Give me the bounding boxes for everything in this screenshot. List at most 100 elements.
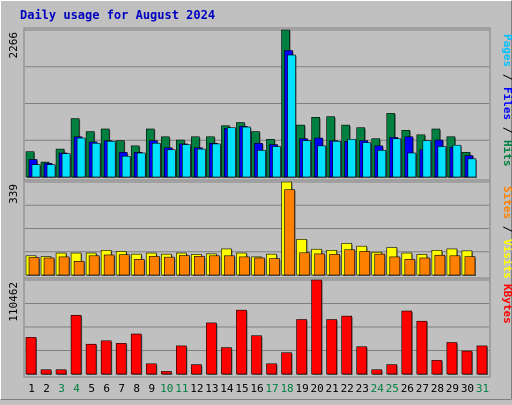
x-tick-label-7: 7 xyxy=(118,382,125,395)
bar-kbytes-kbytes-5 xyxy=(85,343,97,375)
x-tick-label-22: 22 xyxy=(341,382,354,395)
bar-hits-pages-1 xyxy=(31,164,41,178)
bar-visits-sites-29 xyxy=(449,255,461,276)
bar-visits-sites-30 xyxy=(464,256,476,276)
bar-hits-pages-11 xyxy=(182,144,191,178)
bar-visits-sites-9 xyxy=(148,256,160,276)
bar-hits-pages-5 xyxy=(91,142,101,178)
bar-kbytes-kbytes-7 xyxy=(115,343,127,375)
bar-hits-pages-22 xyxy=(347,139,356,178)
panel-visits-max-label: 339 xyxy=(7,184,20,204)
bar-hits-pages-2 xyxy=(46,164,56,178)
bar-visits-sites-16 xyxy=(254,257,265,276)
bar-kbytes-kbytes-16 xyxy=(251,335,262,375)
x-tick-label-5: 5 xyxy=(88,382,95,395)
panel-hits-max-label: 2266 xyxy=(7,32,20,59)
bar-hits-pages-6 xyxy=(106,141,116,178)
bar-hits-pages-26 xyxy=(407,152,417,178)
bar-hits-pages-7 xyxy=(121,155,131,178)
bar-visits-sites-2 xyxy=(43,257,55,276)
x-tick-label-21: 21 xyxy=(326,382,339,395)
x-tick-label-13: 13 xyxy=(205,382,218,395)
bar-visits-sites-20 xyxy=(314,253,325,276)
x-tick-label-15: 15 xyxy=(235,382,248,395)
bar-kbytes-kbytes-1 xyxy=(25,337,37,375)
bar-kbytes-kbytes-6 xyxy=(100,340,112,375)
bar-kbytes-kbytes-10 xyxy=(160,371,172,375)
bar-kbytes-kbytes-15 xyxy=(236,309,247,375)
bar-kbytes-kbytes-17 xyxy=(266,363,277,375)
bar-visits-sites-3 xyxy=(58,256,70,276)
bar-kbytes-kbytes-24 xyxy=(371,369,383,375)
bar-visits-sites-12 xyxy=(194,256,205,276)
bar-kbytes-kbytes-30 xyxy=(461,350,473,375)
x-tick-label-30: 30 xyxy=(461,382,474,395)
x-tick-label-11: 11 xyxy=(175,382,188,395)
bar-hits-pages-20 xyxy=(317,145,326,178)
bar-visits-sites-4 xyxy=(73,260,85,276)
bar-visits-sites-8 xyxy=(133,259,145,276)
x-tick-label-20: 20 xyxy=(311,382,324,395)
bar-visits-sites-26 xyxy=(404,259,416,276)
bar-kbytes-kbytes-11 xyxy=(176,345,187,375)
bar-visits-sites-15 xyxy=(239,256,250,276)
bar-visits-sites-1 xyxy=(28,257,40,276)
chart-title: Daily usage for August 2024 xyxy=(20,8,215,22)
x-tick-label-10: 10 xyxy=(160,382,173,395)
bar-visits-sites-23 xyxy=(359,251,371,276)
bar-visits-sites-5 xyxy=(88,255,100,276)
x-tick-label-4: 4 xyxy=(73,382,80,395)
bar-visits-sites-24 xyxy=(374,253,386,276)
x-tick-label-14: 14 xyxy=(220,382,234,395)
bar-kbytes-kbytes-31 xyxy=(476,345,488,375)
bar-hits-pages-15 xyxy=(242,126,251,178)
bar-kbytes-kbytes-3 xyxy=(55,369,67,375)
bar-kbytes-kbytes-28 xyxy=(431,360,443,375)
x-tick-label-6: 6 xyxy=(103,382,110,395)
bar-visits-sites-6 xyxy=(103,254,115,276)
bar-hits-pages-14 xyxy=(227,127,236,178)
x-tick-label-26: 26 xyxy=(401,382,414,395)
bar-hits-pages-17 xyxy=(272,146,281,178)
bar-kbytes-kbytes-18 xyxy=(281,352,292,375)
x-tick-label-23: 23 xyxy=(356,382,369,395)
bar-hits-pages-25 xyxy=(392,138,402,178)
bar-hits-pages-29 xyxy=(452,144,462,178)
bar-hits-pages-23 xyxy=(362,142,372,178)
bar-visits-sites-11 xyxy=(179,255,190,276)
bar-kbytes-kbytes-4 xyxy=(70,314,82,375)
x-tick-label-27: 27 xyxy=(416,382,429,395)
x-tick-label-3: 3 xyxy=(58,382,65,395)
x-tick-label-1: 1 xyxy=(28,382,35,395)
x-tick-label-9: 9 xyxy=(148,382,155,395)
bar-hits-pages-27 xyxy=(422,140,432,178)
bar-kbytes-kbytes-26 xyxy=(401,310,413,375)
panel-visits-side-label: Sites / Visits xyxy=(501,186,512,279)
bar-hits-pages-12 xyxy=(197,148,206,178)
bar-visits-sites-18 xyxy=(284,189,295,276)
x-tick-label-28: 28 xyxy=(431,382,444,395)
bar-kbytes-kbytes-21 xyxy=(326,319,337,375)
x-tick-label-29: 29 xyxy=(446,382,459,395)
bar-visits-sites-10 xyxy=(163,256,175,276)
bar-hits-pages-4 xyxy=(76,137,86,178)
bar-hits-pages-19 xyxy=(302,140,311,178)
bar-kbytes-kbytes-20 xyxy=(311,279,322,375)
bar-visits-sites-13 xyxy=(209,255,220,276)
bar-visits-sites-19 xyxy=(299,252,310,276)
x-tick-label-8: 8 xyxy=(133,382,140,395)
x-tick-label-19: 19 xyxy=(295,382,308,395)
bar-hits-pages-9 xyxy=(151,142,161,178)
x-tick-label-18: 18 xyxy=(280,382,293,395)
bar-kbytes-kbytes-2 xyxy=(40,369,52,375)
bar-kbytes-kbytes-13 xyxy=(206,322,217,375)
x-tick-label-16: 16 xyxy=(250,382,263,395)
bar-hits-pages-10 xyxy=(166,149,176,178)
bar-hits-pages-18 xyxy=(287,54,296,178)
bar-hits-pages-16 xyxy=(257,150,266,178)
bar-kbytes-kbytes-22 xyxy=(341,315,352,375)
bar-kbytes-kbytes-19 xyxy=(296,319,307,375)
bar-kbytes-kbytes-25 xyxy=(386,364,398,375)
bar-kbytes-kbytes-14 xyxy=(221,347,232,375)
